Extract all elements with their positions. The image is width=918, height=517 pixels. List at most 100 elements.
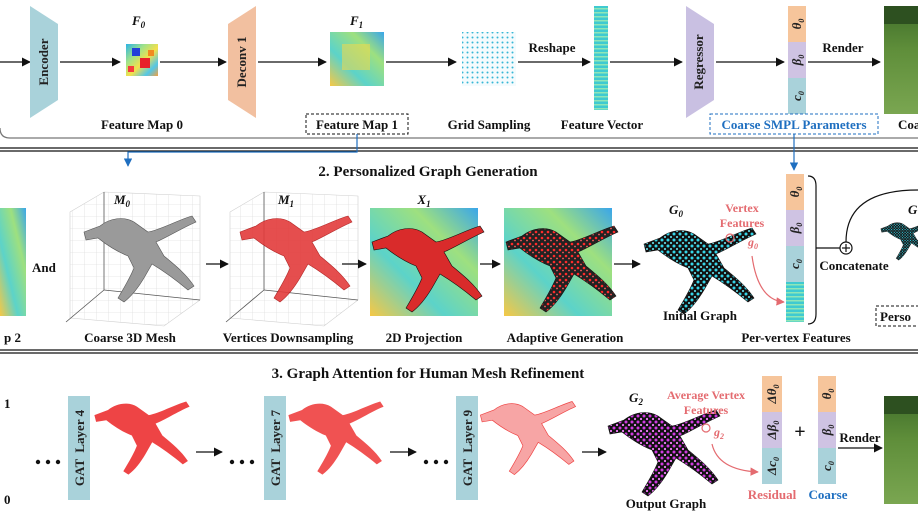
grid-sampling-image xyxy=(462,32,516,86)
m0-symbol: M0 xyxy=(113,192,131,209)
coarse-render-label-cut: Coa xyxy=(898,117,918,132)
gat-layer-4-block xyxy=(68,396,90,500)
regressor-label: Regressor xyxy=(691,34,706,90)
render-label-3: Render xyxy=(839,430,880,445)
section-3-title: 3. Graph Attention for Human Mesh Refine… xyxy=(272,366,585,382)
layer-4-attention-mesh xyxy=(94,401,190,475)
plus-operator: + xyxy=(794,421,805,443)
f0-symbol: F0 xyxy=(131,13,146,30)
r-theta0-param: θ0 xyxy=(819,389,836,400)
g2-small-symbol: g2 xyxy=(713,425,724,441)
feature-map-0-label: Feature Map 0 xyxy=(101,117,183,132)
output-graph-pose xyxy=(607,409,721,497)
section-1-coarse-estimation: Encoder F0 Deconv 1 F1 Reshape Regressor xyxy=(0,6,918,139)
section-2-title: 2. Personalized Graph Generation xyxy=(318,164,538,180)
pv-beta0-param: β0 xyxy=(787,223,804,235)
layer-7-attention-mesh xyxy=(288,401,384,475)
c0-param: c0 xyxy=(789,91,806,101)
gat-layer-9-block xyxy=(456,396,478,500)
ellipsis-2 xyxy=(229,459,255,465)
encoder-block xyxy=(30,6,58,118)
g-cut-symbol: G xyxy=(908,202,918,217)
residual-param-stack: Δθ0 Δβ0 Δc0 xyxy=(762,376,782,484)
connector-fm1-to-section2 xyxy=(123,134,358,167)
vertex-feature-arrow xyxy=(751,255,785,306)
avg-vertex-arrow xyxy=(711,443,759,476)
r-beta0-param: β0 xyxy=(819,425,836,437)
feature-map-2-image xyxy=(0,208,26,316)
pv-c0-param: c0 xyxy=(787,259,804,269)
coarse-mesh-plot xyxy=(65,191,201,327)
ellipsis-1 xyxy=(35,459,61,465)
residual-label: Residual xyxy=(748,487,797,502)
gat-layer-9-label: GAT Layer 9 xyxy=(460,409,475,486)
feature-map-0-image xyxy=(126,44,158,76)
regressor-block xyxy=(686,6,714,118)
coarse-smpl-param-stack: θ0 β0 c0 xyxy=(788,6,806,114)
coarse-label: Coarse xyxy=(809,487,848,502)
layer-9-attention-mesh xyxy=(479,401,577,476)
concatenate-label: Concatenate xyxy=(819,258,889,273)
deconv-block xyxy=(228,6,256,118)
render-label-1: Render xyxy=(822,40,863,55)
avg-vertex-line1: Average Vertex xyxy=(667,388,745,402)
vertex-features-line2: Features xyxy=(720,216,765,230)
g2-symbol: G2 xyxy=(629,390,643,407)
section-1-bracket xyxy=(0,127,918,139)
coarse-render-trees xyxy=(884,6,918,24)
deconv-label: Deconv 1 xyxy=(234,37,249,88)
x1-symbol: X1 xyxy=(416,192,430,209)
d-beta0-param: Δβ0 xyxy=(764,421,781,441)
grid-sampling-label: Grid Sampling xyxy=(448,117,531,132)
coarse-smpl-label: Coarse SMPL Parameters xyxy=(721,117,866,132)
beta0-param: β0 xyxy=(789,55,806,67)
final-render-trees xyxy=(884,396,918,414)
f1-symbol: F1 xyxy=(349,13,363,30)
g0-symbol: G0 xyxy=(669,202,683,219)
adaptive-generation-label: Adaptive Generation xyxy=(507,330,624,345)
gat-layer-4-label: GAT Layer 4 xyxy=(72,409,87,486)
per-vertex-features-label: Per-vertex Features xyxy=(741,330,850,345)
per-vertex-param-stack: θ0 β0 c0 xyxy=(786,174,804,322)
section-3-graph-attention: 3. Graph Attention for Human Mesh Refine… xyxy=(4,366,918,511)
coarse-param-stack: θ0 β0 c0 xyxy=(818,376,836,484)
initial-graph-label: Initial Graph xyxy=(663,308,738,323)
and-label: And xyxy=(32,260,57,275)
feature-vector-image xyxy=(594,6,608,110)
d-theta0-param: Δθ0 xyxy=(764,385,781,405)
colorbar-top-label: 1 xyxy=(4,396,11,411)
d-c0-param: Δc0 xyxy=(764,457,781,476)
encoder-label: Encoder xyxy=(36,38,51,85)
personalized-graph-pose-cut xyxy=(880,221,918,261)
reshape-label: Reshape xyxy=(529,40,576,55)
concat-output-arc xyxy=(845,189,918,243)
ellipsis-3 xyxy=(423,459,449,465)
vertex-features-line1: Vertex xyxy=(725,201,759,215)
feature-map-1-label: Feature Map 1 xyxy=(316,117,398,132)
r-c0-param: c0 xyxy=(819,461,836,471)
theta0-param: θ0 xyxy=(789,19,806,30)
feature-vector-label: Feature Vector xyxy=(561,117,644,132)
downsampled-mesh-plot xyxy=(225,191,359,327)
output-graph-label: Output Graph xyxy=(626,496,707,511)
gat-layer-7-block xyxy=(264,396,286,500)
personalized-graph-dashed-box xyxy=(875,305,918,327)
avg-vertex-line2: Features xyxy=(684,403,729,417)
initial-graph-pose xyxy=(643,227,757,315)
concat-bracket xyxy=(807,175,817,325)
coarse-3d-mesh-label: Coarse 3D Mesh xyxy=(84,330,176,345)
gat-layer-7-label: GAT Layer 7 xyxy=(268,409,283,486)
section-2-personalized-graph: 2. Personalized Graph Generation And p 2… xyxy=(0,164,918,345)
pv-theta0-param: θ0 xyxy=(787,187,804,198)
g0-small-symbol: g0 xyxy=(747,235,758,251)
vertex-feature-marker xyxy=(725,233,735,243)
projection-label: 2D Projection xyxy=(386,330,463,345)
m1-symbol: M1 xyxy=(277,192,294,209)
feature-map-1-hotspot xyxy=(342,44,370,70)
feature-map-2-label-cut: p 2 xyxy=(4,330,21,345)
vertices-downsampling-label: Vertices Downsampling xyxy=(223,330,354,345)
avg-vertex-marker xyxy=(701,423,711,433)
colorbar-bottom-label: 0 xyxy=(4,492,11,507)
personalized-graph-label-cut: Perso xyxy=(880,309,911,324)
